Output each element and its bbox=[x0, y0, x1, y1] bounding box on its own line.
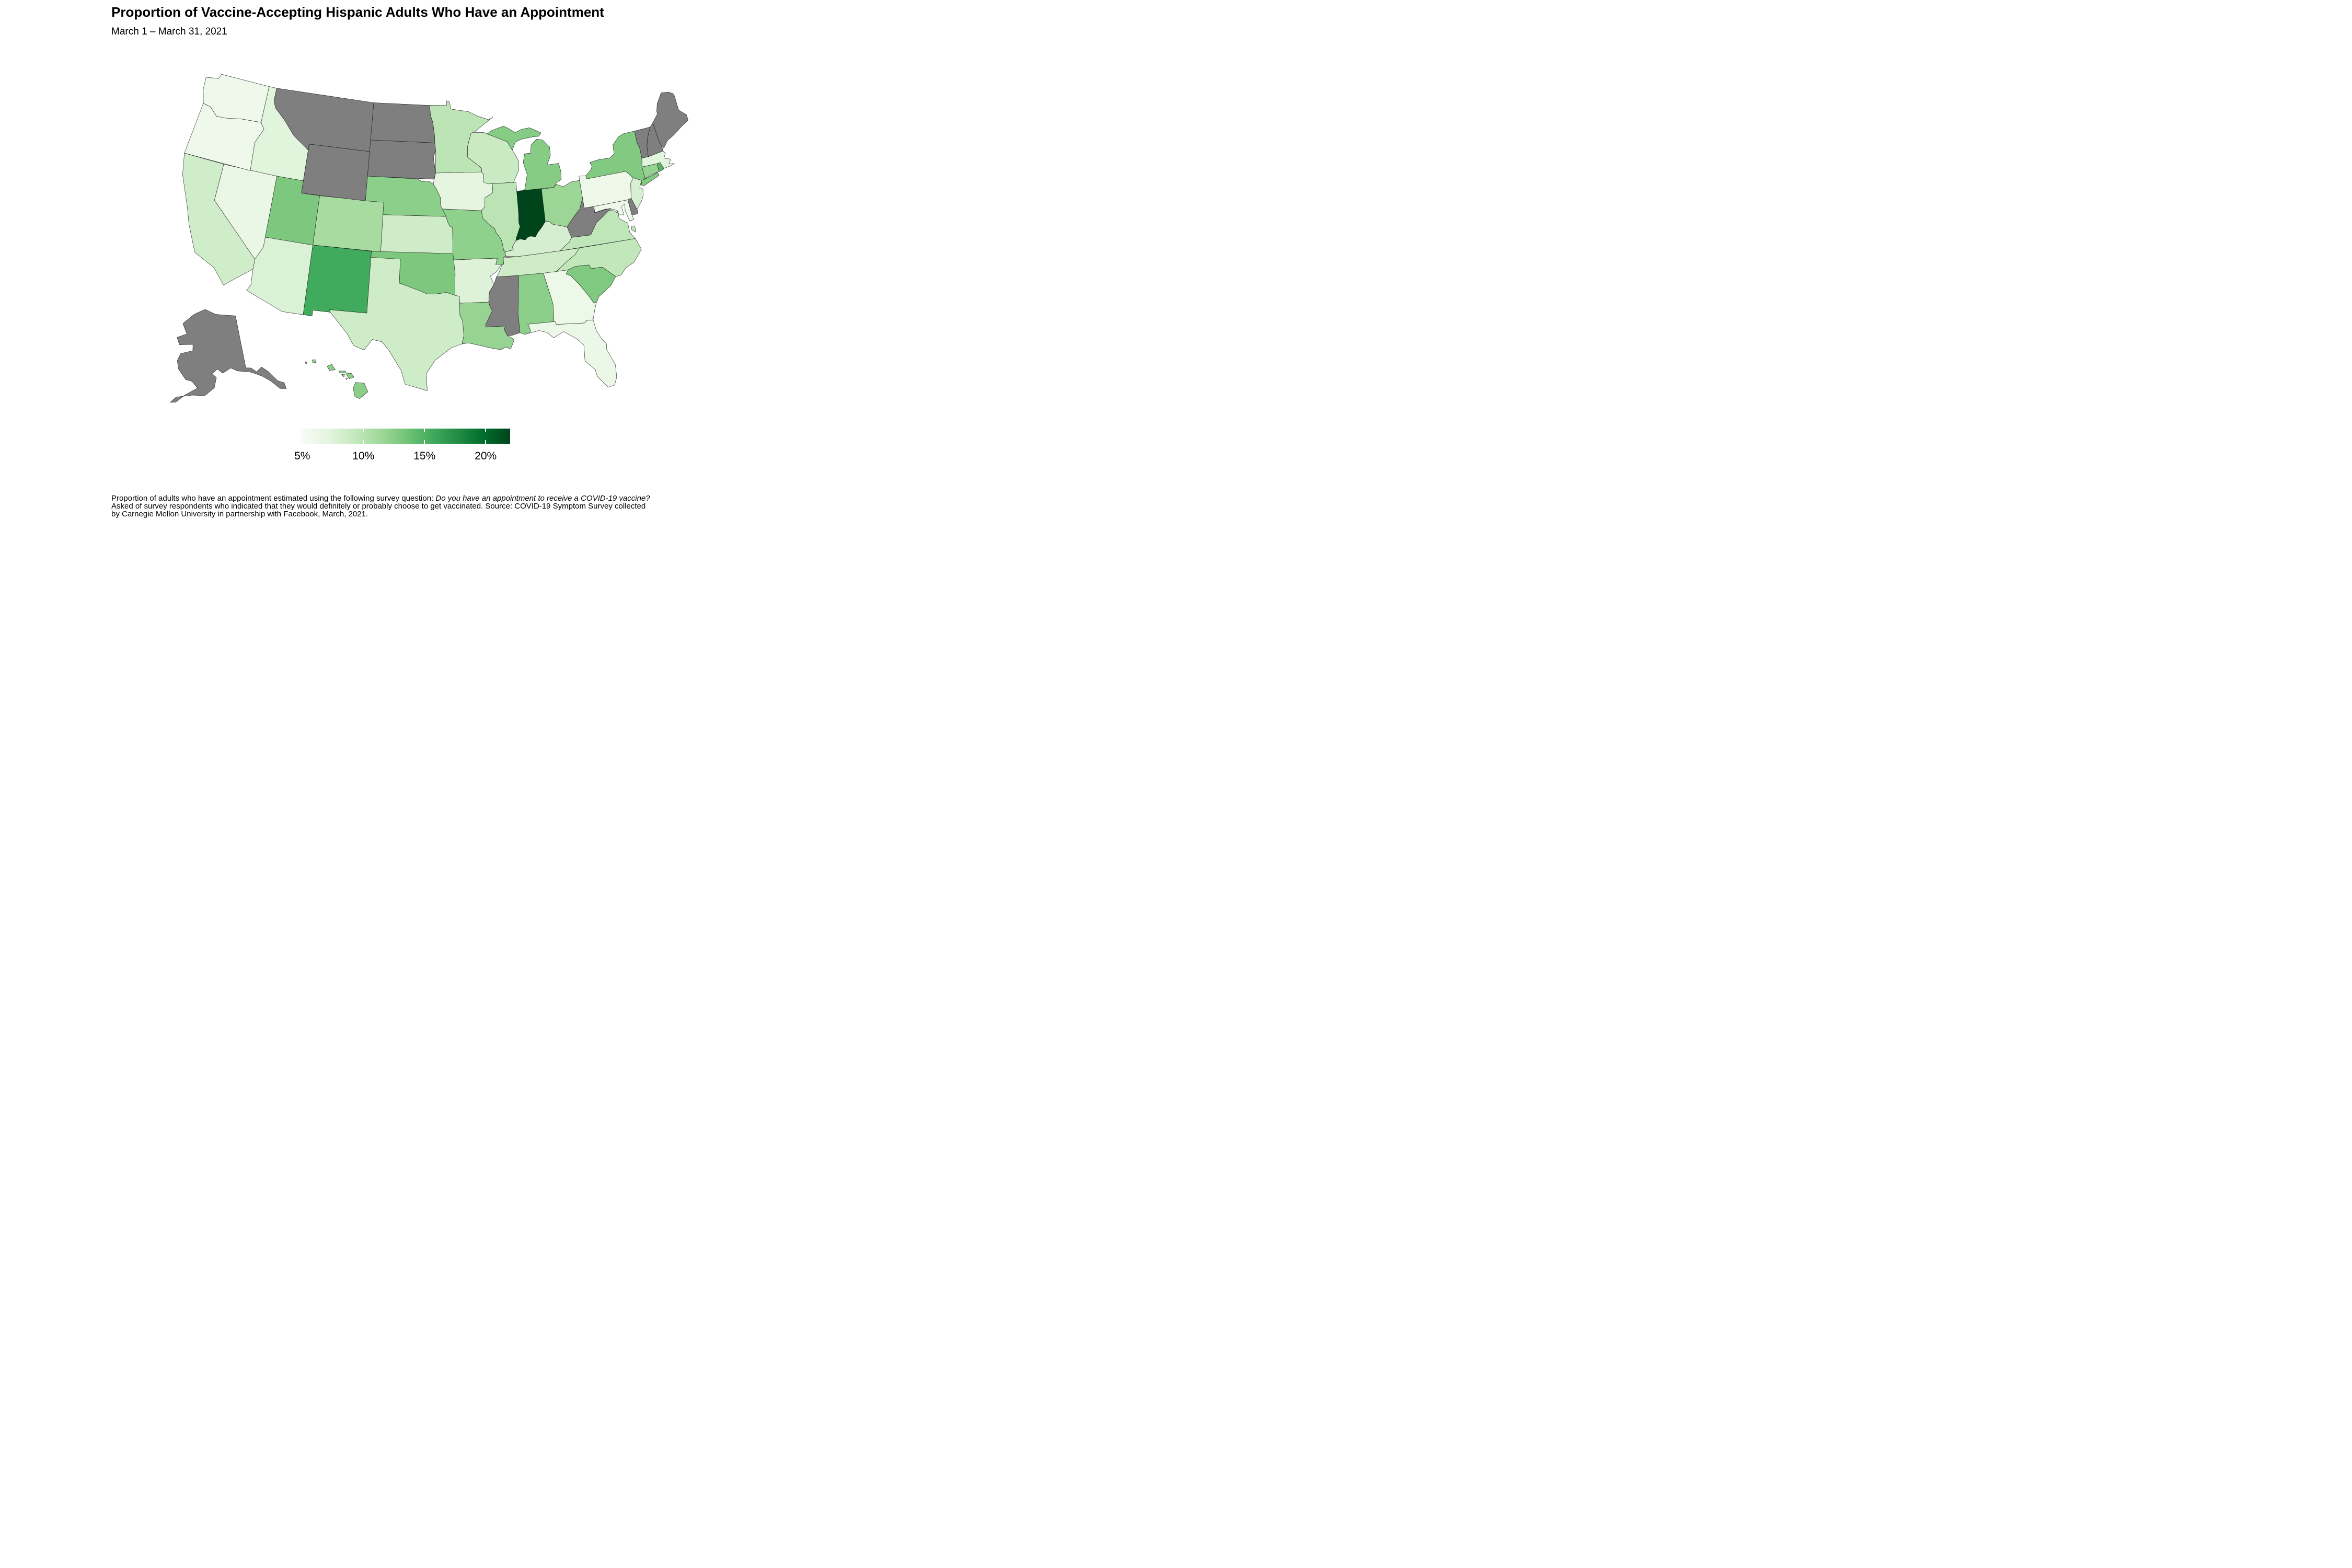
state-shape-ak: Alaska bbox=[170, 309, 287, 403]
color-legend: 5% 10% 15% 20% bbox=[294, 429, 510, 465]
state-shape-fl: Florida: 6.3% bbox=[527, 319, 617, 388]
legend-tick-label: 10% bbox=[352, 450, 375, 462]
state-shape-ks: Kansas: 8.7% bbox=[381, 214, 453, 254]
state-shape-nm: New Mexico: 15.6% bbox=[303, 245, 372, 316]
legend-tick-mark bbox=[363, 429, 364, 432]
state-shape-nd: North Dakota bbox=[370, 102, 435, 143]
legend-tick-labels: 5% 10% 15% 20% bbox=[294, 444, 510, 462]
state-shape-ne: Nebraska: 12.3% bbox=[365, 176, 446, 217]
legend-tick-mark bbox=[485, 429, 487, 432]
legend-tick-mark bbox=[424, 440, 425, 444]
state-shape-ri: Rhode Island: 14.7% bbox=[656, 162, 664, 172]
state-shape-wi: Wisconsin: 9% bbox=[467, 132, 519, 185]
legend-gradient-bar bbox=[301, 429, 510, 444]
caption-survey-question: Do you have an appointment to receive a … bbox=[435, 494, 650, 503]
chart-title: Proportion of Vaccine-Accepting Hispanic… bbox=[111, 4, 604, 20]
state-shape-vt: Vermont bbox=[634, 126, 651, 158]
legend-tick-label: 5% bbox=[294, 450, 310, 462]
legend-tick-mark bbox=[302, 429, 303, 432]
state-shape-co: Colorado: 11% bbox=[313, 195, 384, 252]
state-shape-wy: Wyoming bbox=[301, 144, 370, 201]
state-shape-wa: Washington: 5.9% bbox=[203, 74, 270, 123]
state-shape-wv: West Virginia bbox=[567, 197, 612, 238]
state-shape-ms: Mississippi bbox=[486, 275, 521, 336]
legend-tick-mark bbox=[424, 429, 425, 432]
us-choropleth-map: Alabama: 12.3%AlaskaArizona: 7.8%Arkansa… bbox=[170, 74, 688, 403]
caption-text: by Carnegie Mellon University in partner… bbox=[111, 510, 368, 518]
state-shape-sc: South Carolina: 12.9% bbox=[566, 264, 616, 303]
caption-line: Proportion of adults who have an appoint… bbox=[111, 494, 749, 502]
legend-tick-label: 20% bbox=[475, 450, 497, 462]
legend-tick-label: 15% bbox=[413, 450, 436, 462]
chart-caption: Proportion of adults who have an appoint… bbox=[111, 494, 749, 518]
state-shape-me: Maine bbox=[652, 91, 688, 148]
state-shape-nv: Nevada: 6.5% bbox=[214, 164, 278, 260]
caption-text: Asked of survey respondents who indicate… bbox=[111, 502, 646, 511]
legend-tick-mark bbox=[302, 440, 303, 444]
legend-tick-mark bbox=[363, 440, 364, 444]
figure: Alabama: 12.3%AlaskaArizona: 7.8%Arkansa… bbox=[0, 0, 784, 523]
legend-tick-mark bbox=[485, 440, 487, 444]
caption-line: Asked of survey respondents who indicate… bbox=[111, 502, 749, 510]
caption-line: by Carnegie Mellon University in partner… bbox=[111, 510, 749, 518]
chart-subtitle: March 1 – March 31, 2021 bbox=[111, 26, 227, 37]
caption-text: Proportion of adults who have an appoint… bbox=[111, 494, 436, 503]
state-shape-mo: Missouri: 12.2% bbox=[441, 209, 506, 265]
state-shape-hi: Hawaii: 12.4% bbox=[305, 360, 368, 399]
state-shape-tx: Texas: 8.6% bbox=[329, 257, 464, 391]
state-shape-sd: South Dakota bbox=[367, 140, 436, 180]
